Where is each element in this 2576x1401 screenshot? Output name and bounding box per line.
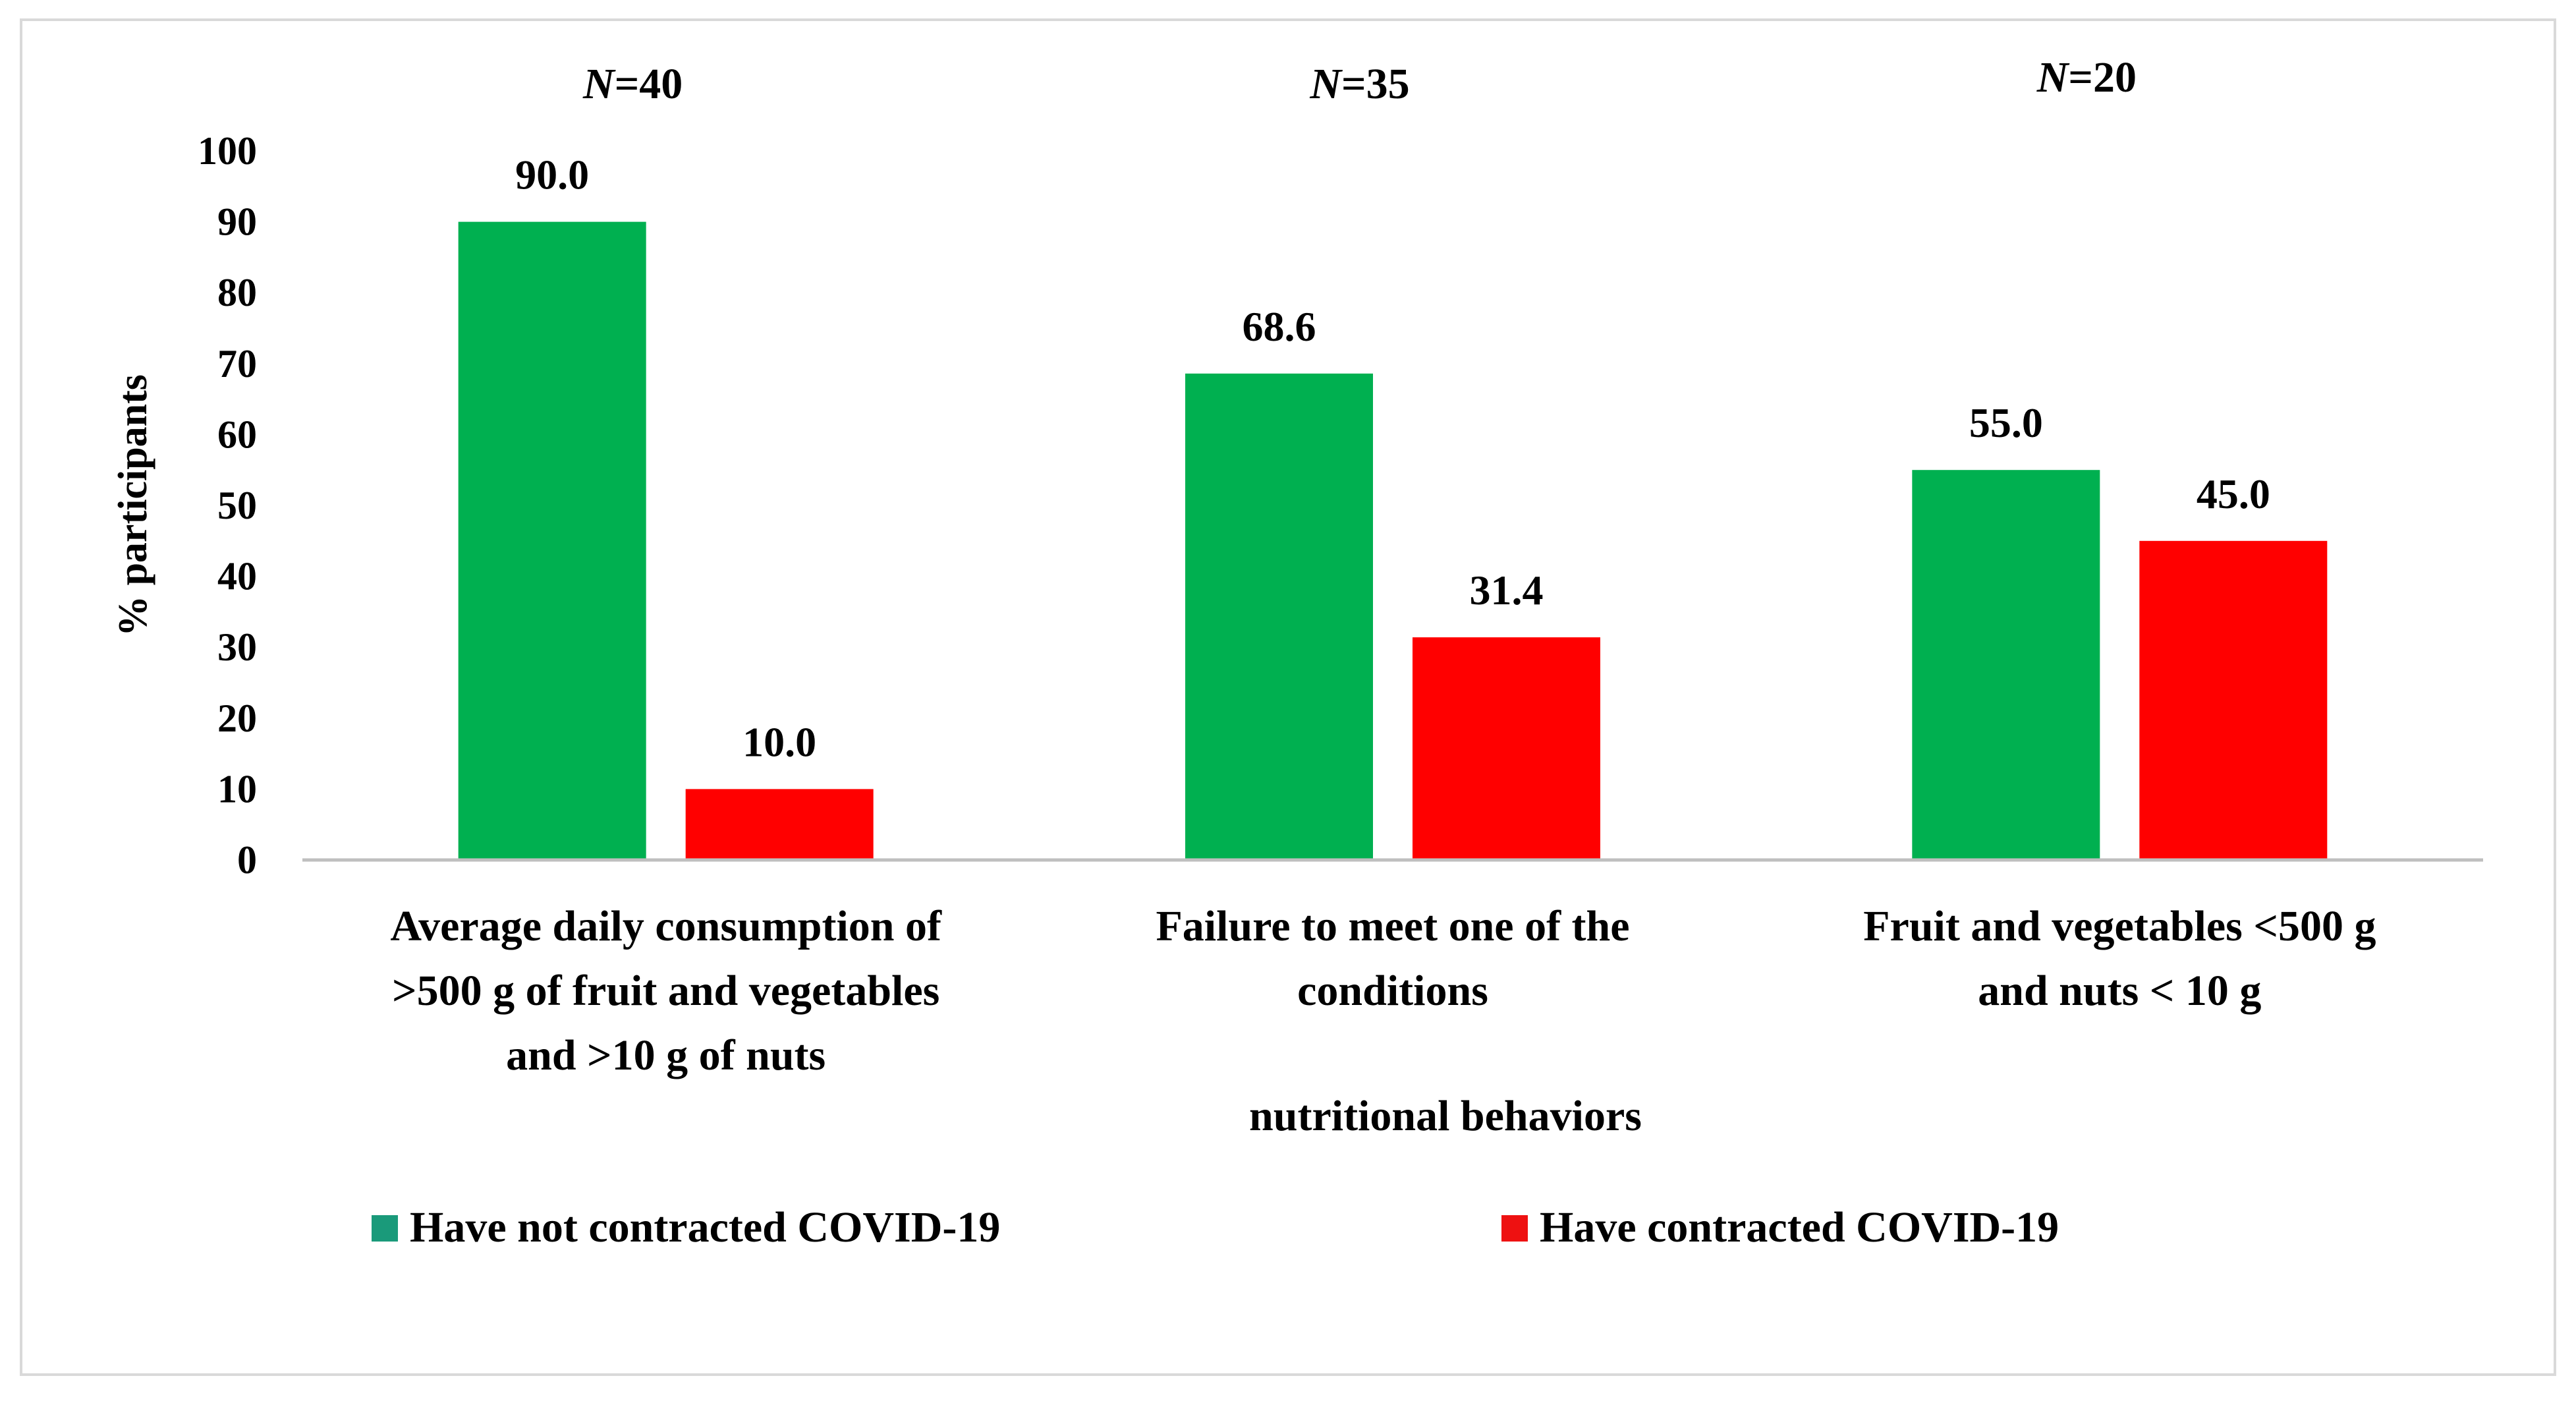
legend-label-contracted: Have contracted COVID-19 xyxy=(1540,1203,2059,1251)
data-label-contracted-3: 45.0 xyxy=(2197,471,2270,517)
y-tick-label-80: 80 xyxy=(217,271,257,314)
bar-contracted-2 xyxy=(1413,637,1600,860)
data-label-not-contracted-1: 90.0 xyxy=(515,152,589,198)
x-category-label-1-line-3: and >10 g of nuts xyxy=(506,1031,826,1079)
data-label-contracted-2: 31.4 xyxy=(1470,567,1544,614)
legend-label-not-contracted: Have not contracted COVID-19 xyxy=(410,1203,1000,1251)
x-category-label-2-line-1: Failure to meet one of the xyxy=(1156,902,1629,950)
legend-swatch-not-contracted xyxy=(372,1215,398,1242)
x-category-label-3-line-1: Fruit and vegetables <500 g xyxy=(1863,902,2376,950)
y-tick-label-60: 60 xyxy=(217,413,257,456)
bar-contracted-3 xyxy=(2139,540,2328,860)
bar-contracted-1 xyxy=(685,789,874,860)
legend-swatch-contracted xyxy=(1501,1215,1528,1242)
x-category-label-2-line-2: conditions xyxy=(1297,967,1488,1015)
x-category-label-1-line-2: >500 g of fruit and vegetables xyxy=(392,967,939,1015)
bar-not-contracted-3 xyxy=(1912,470,2100,860)
y-axis-title: % participants xyxy=(111,374,155,637)
group-n-label-2: N=35 xyxy=(1309,60,1409,108)
y-tick-label-100: 100 xyxy=(198,129,257,173)
bar-chart: 0 10 20 30 40 50 60 70 80 90 100 % participants 90.0… xyxy=(111,53,2483,1251)
x-category-label-1-line-1: Average daily consumption of xyxy=(390,902,942,950)
y-tick-label-20: 20 xyxy=(217,697,257,740)
group-n-label-1: N=40 xyxy=(582,60,683,108)
data-label-not-contracted-3: 55.0 xyxy=(1969,399,2043,446)
chart-frame: 0 10 20 30 40 50 60 70 80 90 100 % participants 90.0… xyxy=(20,18,2556,1376)
y-tick-label-50: 50 xyxy=(217,484,257,527)
x-category-label-3-line-2: and nuts < 10 g xyxy=(1978,967,2261,1015)
y-tick-label-70: 70 xyxy=(217,342,257,386)
y-tick-label-0: 0 xyxy=(237,838,257,882)
data-label-not-contracted-2: 68.6 xyxy=(1243,303,1316,350)
data-label-contracted-1: 10.0 xyxy=(742,718,816,765)
y-tick-label-90: 90 xyxy=(217,200,257,244)
y-tick-label-40: 40 xyxy=(217,555,257,598)
group-n-label-3: N=20 xyxy=(2036,53,2137,101)
y-tick-label-10: 10 xyxy=(217,767,257,811)
x-axis-title: nutritional behaviors xyxy=(1249,1092,1642,1140)
bar-not-contracted-2 xyxy=(1185,373,1373,860)
y-tick-label-30: 30 xyxy=(217,625,257,669)
bar-not-contracted-1 xyxy=(458,221,646,861)
